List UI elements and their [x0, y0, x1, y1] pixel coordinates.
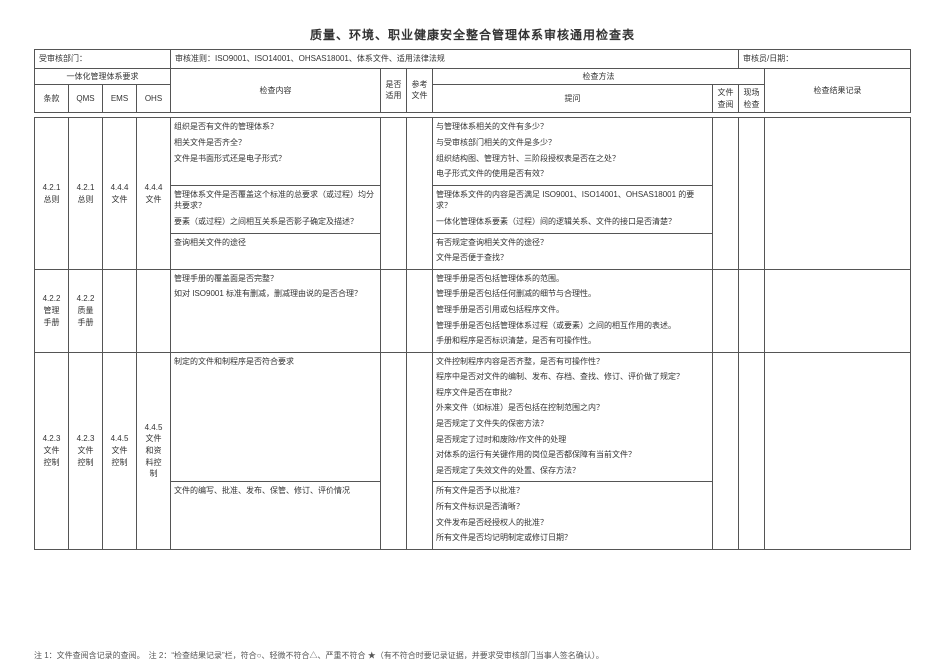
hdr-apply: 是否适用: [381, 68, 407, 113]
cell-empty: [407, 352, 433, 549]
footnote: 注 1：文件查阅含记录的查阅。 注 2：“检查结果记录”栏，符合○、轻微不符合△…: [34, 650, 604, 661]
cell-empty: [381, 352, 407, 549]
cell-empty: [713, 269, 739, 352]
r3-clause: 4.2.3文件控制: [35, 352, 69, 549]
hdr-req: 一体化管理体系要求: [35, 68, 171, 85]
hdr-ref: 参考文件: [407, 68, 433, 113]
cell-empty: [765, 118, 911, 269]
cell-empty: [713, 118, 739, 269]
r3-content-b: 文件的编写、批准、发布、保管、修订、评价情况: [171, 482, 381, 549]
hdr-method: 检查方法: [433, 68, 765, 85]
cell-empty: [407, 269, 433, 352]
r1-clause: 4.2.1总则: [35, 118, 69, 269]
r1-content-b: 管理体系文件是否覆盖这个标准的总要求（或过程）均分共要求？要素（或过程）之间相互…: [171, 185, 381, 233]
r1-ask-b: 管理体系文件的内容是否满足 ISO9001、ISO14001、OHSAS1800…: [433, 185, 713, 233]
hdr-auditor: 审核员/日期：: [739, 50, 911, 69]
hdr-criteria: 审核准则：ISO9001、ISO14001、OHSAS18001、体系文件、适用…: [171, 50, 739, 69]
cell-empty: [739, 118, 765, 269]
r1-ask-a: 与管理体系相关的文件有多少？与受审核部门相关的文件是多少？组织结构图、管理方针、…: [433, 118, 713, 185]
r1-qms: 4.2.1总则: [69, 118, 103, 269]
hdr-ems: EMS: [103, 85, 137, 113]
r3-ask-b: 所有文件是否予以批准？所有文件标识是否清晰？文件发布是否经授权人的批准？所有文件…: [433, 482, 713, 549]
r3-qms: 4.2.3文件控制: [69, 352, 103, 549]
hdr-result: 检查结果记录: [765, 68, 911, 113]
cell-empty: [739, 269, 765, 352]
cell-empty: [381, 269, 407, 352]
cell-empty: [407, 118, 433, 269]
hdr-ohs: OHS: [137, 85, 171, 113]
r1-ohs: 4.4.4文件: [137, 118, 171, 269]
checklist-table: 受审核部门： 审核准则：ISO9001、ISO14001、OHSAS18001、…: [34, 49, 911, 550]
r2-ask: 管理手册是否包括管理体系的范围。管理手册是否包括任何删减的细节与合理性。管理手册…: [433, 269, 713, 352]
r3-ems: 4.4.5文件控制: [103, 352, 137, 549]
r2-ohs: [137, 269, 171, 352]
cell-empty: [765, 269, 911, 352]
hdr-dept: 受审核部门：: [35, 50, 171, 69]
hdr-site: 现场检查: [739, 85, 765, 113]
r2-content: 管理手册的覆盖面是否完整？如对 ISO9001 标准有删减，删减理由说的是否合理…: [171, 269, 381, 352]
cell-empty: [765, 352, 911, 549]
hdr-ask: 提问: [433, 85, 713, 113]
r3-ask-a: 文件控制程序内容是否齐整，是否有可操作性？程序中是否对文件的编制、发布、存档、查…: [433, 352, 713, 482]
r3-ohs: 4.4.5文件和资料控制: [137, 352, 171, 549]
page-title: 质量、环境、职业健康安全整合管理体系审核通用检查表: [34, 26, 911, 43]
hdr-content: 检查内容: [171, 68, 381, 113]
hdr-clause: 条款: [35, 85, 69, 113]
hdr-file: 文件查阅: [713, 85, 739, 113]
cell-empty: [381, 118, 407, 269]
r1-ask-c: 有否规定查询相关文件的途径？文件是否便于查找？: [433, 233, 713, 269]
cell-empty: [739, 352, 765, 549]
cell-empty: [713, 352, 739, 549]
hdr-qms: QMS: [69, 85, 103, 113]
r1-ems: 4.4.4文件: [103, 118, 137, 269]
r2-qms: 4.2.2质量手册: [69, 269, 103, 352]
r2-clause: 4.2.2管理手册: [35, 269, 69, 352]
r2-ems: [103, 269, 137, 352]
r3-content-a: 制定的文件和制程序是否符合要求: [171, 352, 381, 482]
r1-content-a: 组织是否有文件的管理体系？相关文件是否齐全？文件是书面形式还是电子形式？: [171, 118, 381, 185]
r1-content-c: 查询相关文件的途径: [171, 233, 381, 269]
